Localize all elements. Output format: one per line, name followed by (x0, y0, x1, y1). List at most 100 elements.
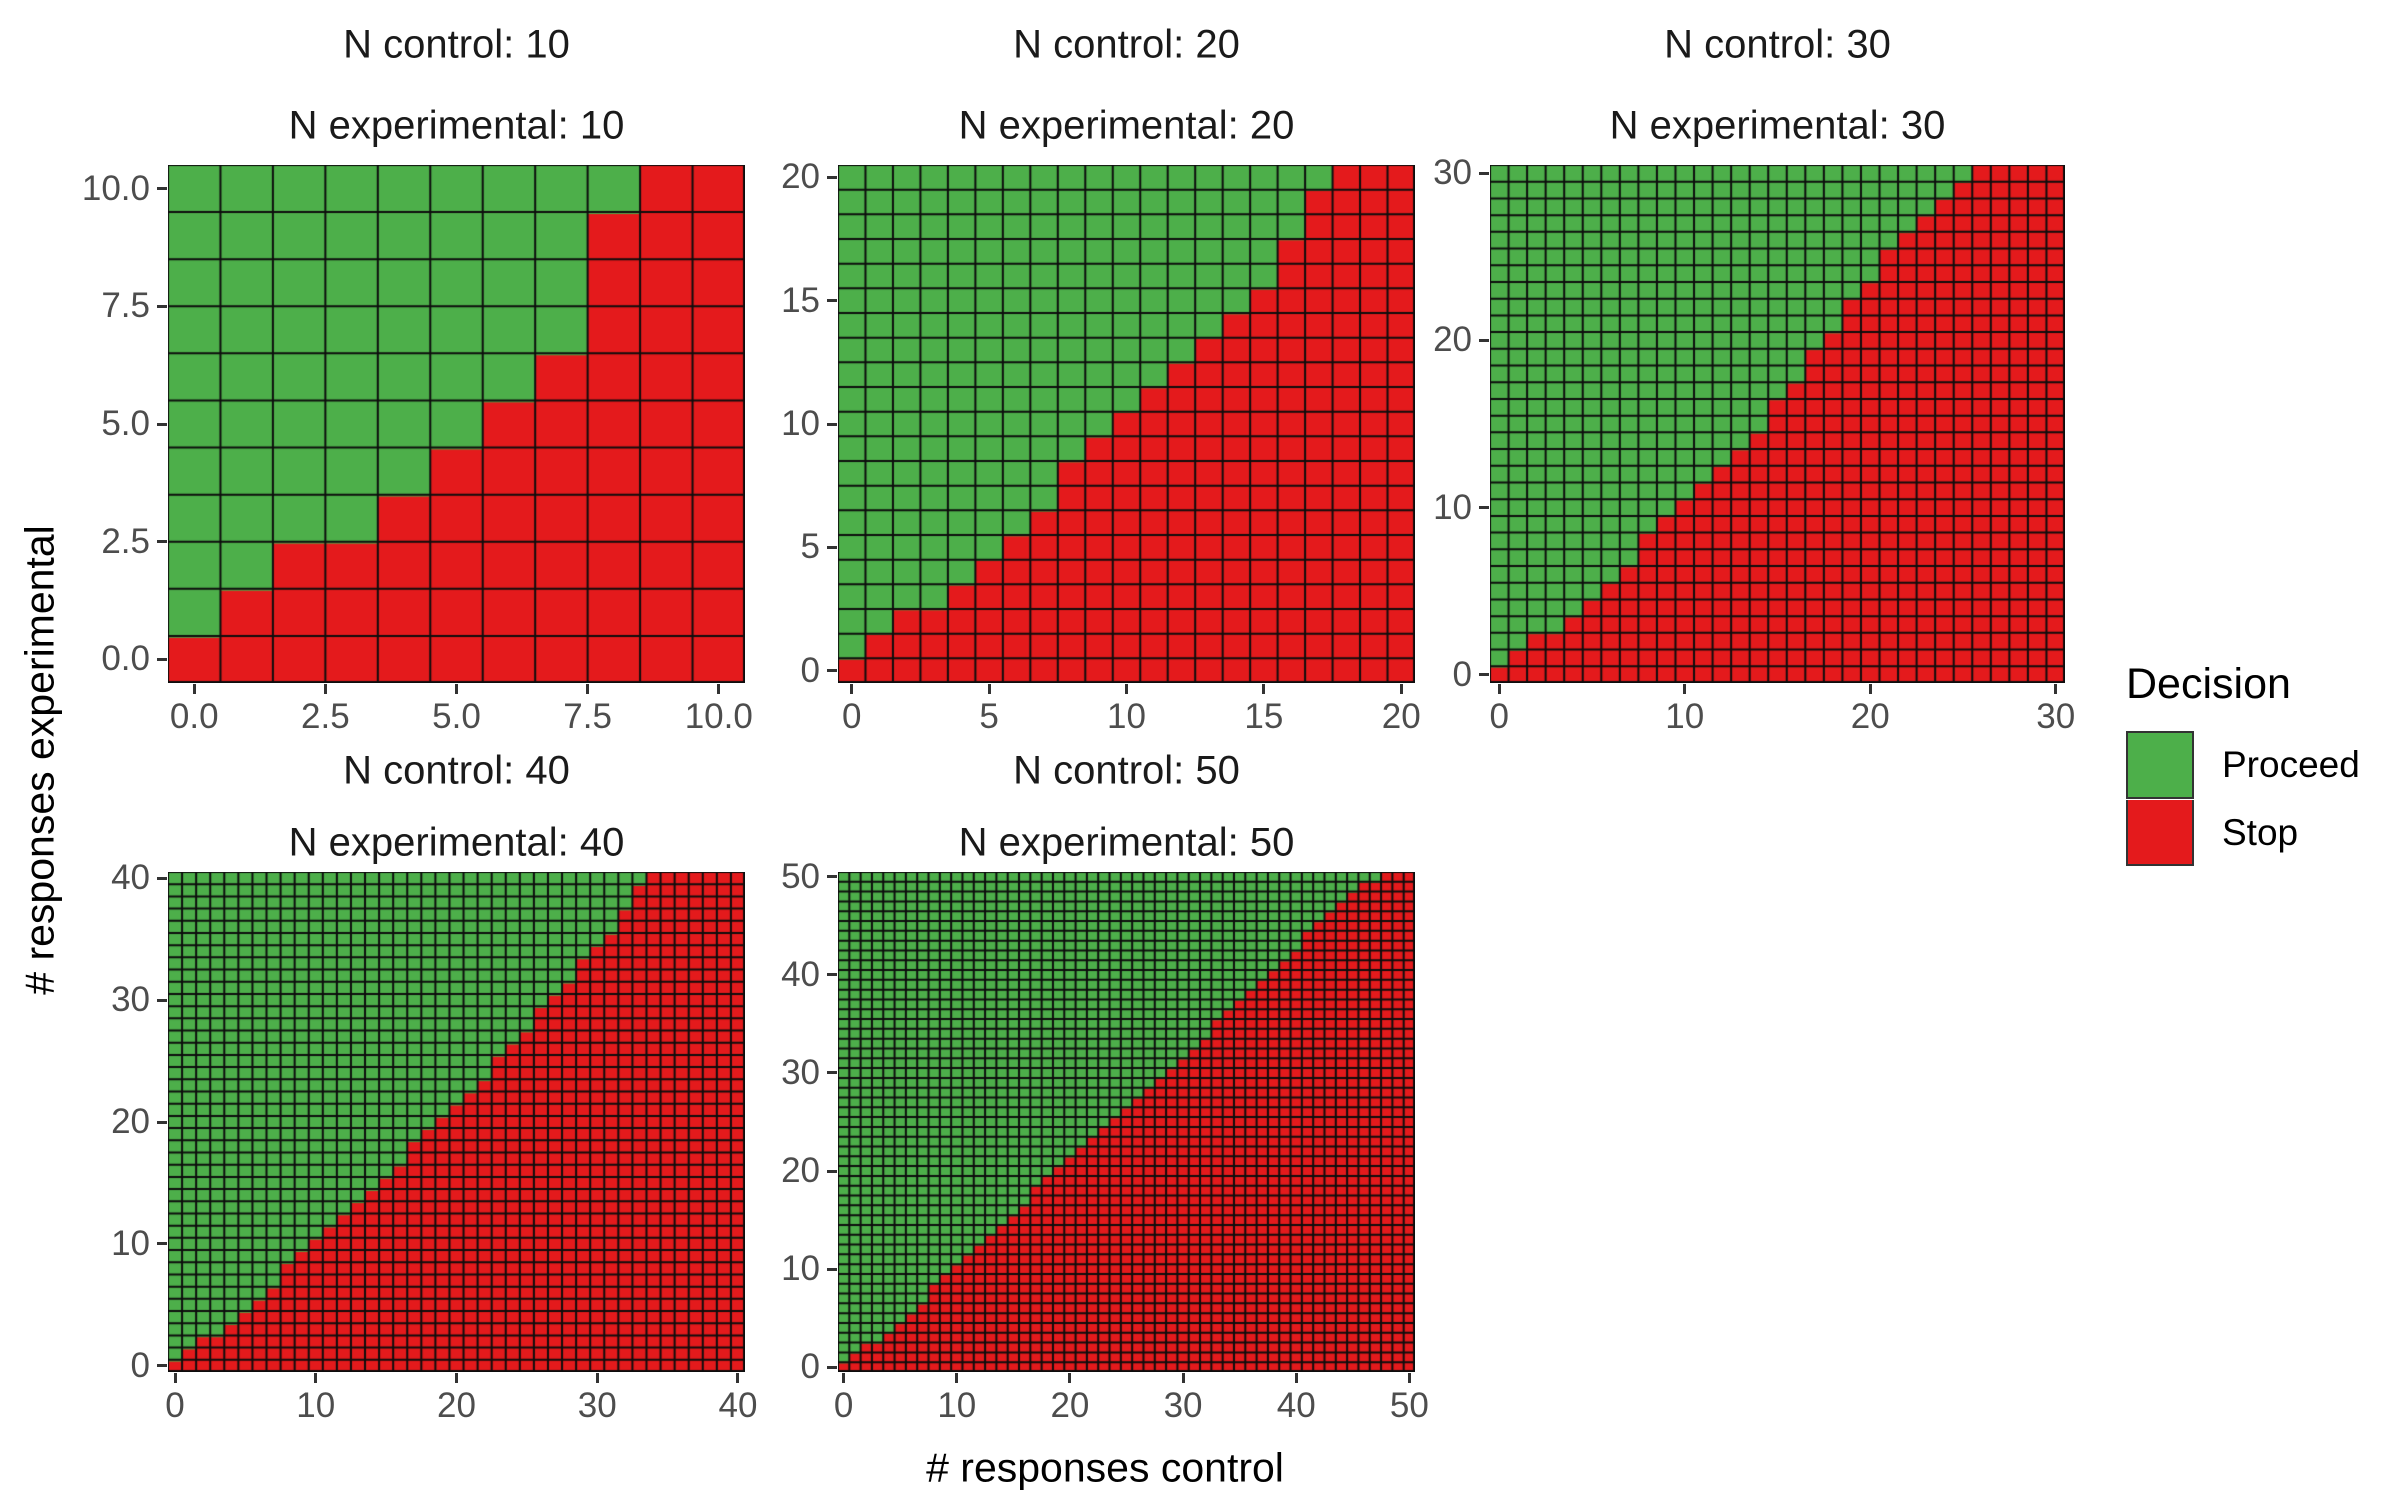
strip-n-experimental: N experimental: 50 (958, 820, 1295, 865)
y-tick-label: 5 (800, 527, 820, 567)
x-tick-label: 30 (577, 1386, 617, 1425)
proceed-color-swatch (2126, 731, 2194, 799)
y-tick-mark (157, 998, 167, 1002)
legend-title: Decision (2126, 660, 2291, 708)
legend-label-proceed: Proceed (2222, 744, 2360, 785)
y-tick-label: 15 (781, 280, 820, 320)
y-axis-title: # responses experimental (16, 525, 63, 995)
x-tick-mark (987, 684, 991, 694)
x-tick-label: 5 (979, 697, 999, 736)
decision-tile-panel (1490, 165, 2065, 683)
x-tick-mark (1399, 684, 1403, 694)
y-tick-mark (827, 1071, 837, 1075)
x-tick-label: 10 (1665, 697, 1705, 736)
y-tick-label: 20 (1433, 320, 1472, 360)
y-tick-label: 7.5 (101, 286, 150, 326)
y-tick-mark (157, 304, 167, 308)
y-tick-label: 0.0 (101, 639, 150, 679)
x-tick-mark (586, 684, 590, 694)
x-tick-mark (1683, 684, 1687, 694)
x-tick-label: 0 (842, 697, 862, 736)
x-tick-mark (1497, 684, 1501, 694)
x-tick-mark (955, 1373, 959, 1383)
y-tick-mark (157, 1364, 167, 1368)
y-tick-label: 40 (781, 954, 820, 994)
y-tick-mark (157, 187, 167, 191)
strip-n-experimental: N experimental: 30 (1609, 103, 1946, 148)
y-tick-mark (157, 1120, 167, 1124)
legend-item-stop: Stop (2126, 799, 2360, 867)
x-tick-label: 0 (1489, 697, 1509, 736)
x-tick-label: 0 (833, 1386, 854, 1425)
y-tick-mark (157, 657, 167, 661)
decision-tile-panel (838, 872, 1415, 1372)
x-tick-label: 20 (1050, 1386, 1090, 1425)
y-tick-label: 10 (781, 1249, 820, 1289)
x-tick-mark (595, 1373, 599, 1383)
x-tick-mark (192, 684, 196, 694)
decision-tile-panel (838, 165, 1415, 683)
x-tick-mark (455, 1373, 458, 1383)
x-tick-label: 2.5 (301, 697, 350, 736)
x-tick-label: 20 (1381, 697, 1421, 736)
y-tick-label: 40 (111, 858, 150, 898)
x-tick-mark (2054, 684, 2058, 694)
x-tick-label: 15 (1244, 697, 1284, 736)
y-tick-label: 50 (781, 856, 820, 896)
x-tick-label: 0 (165, 1386, 185, 1425)
legend: Decision Proceed Stop (2126, 660, 2360, 867)
x-tick-label: 10.0 (684, 697, 753, 736)
y-tick-mark (157, 540, 167, 544)
y-tick-label: 30 (1433, 153, 1472, 193)
x-tick-mark (850, 684, 854, 694)
y-tick-label: 20 (781, 157, 820, 197)
strip-n-control: N control: 30 (1664, 22, 1891, 67)
y-tick-label: 2.5 (101, 521, 150, 561)
strip-n-control: N control: 50 (1013, 748, 1240, 793)
strip-n-experimental: N experimental: 20 (958, 103, 1295, 148)
strip-n-control: N control: 40 (343, 748, 570, 793)
strip-n-experimental: N experimental: 40 (288, 820, 625, 865)
y-tick-mark (827, 422, 837, 426)
y-tick-mark (1479, 673, 1489, 677)
legend-label-stop: Stop (2222, 812, 2299, 853)
x-tick-label: 40 (1276, 1386, 1316, 1425)
y-tick-label: 20 (111, 1102, 150, 1141)
y-tick-mark (1479, 338, 1489, 342)
x-tick-label: 10 (296, 1386, 336, 1425)
y-tick-mark (827, 175, 837, 179)
y-tick-label: 5.0 (101, 404, 150, 443)
y-tick-label: 30 (111, 980, 150, 1020)
x-tick-mark (717, 684, 721, 694)
strip-n-control: N control: 10 (343, 22, 570, 67)
x-tick-label: 10 (1107, 697, 1146, 736)
y-tick-label: 0 (1452, 654, 1472, 694)
x-tick-mark (1181, 1373, 1185, 1383)
x-tick-mark (323, 684, 327, 694)
x-tick-label: 30 (1163, 1386, 1203, 1425)
x-tick-mark (1068, 1373, 1072, 1383)
y-tick-mark (157, 876, 167, 880)
x-tick-mark (736, 1373, 740, 1383)
y-tick-label: 10 (781, 404, 820, 443)
y-tick-label: 0 (130, 1345, 150, 1385)
x-tick-mark (1294, 1373, 1298, 1383)
y-tick-mark (827, 1365, 837, 1369)
x-tick-mark (455, 684, 458, 694)
x-tick-mark (1407, 1373, 1411, 1383)
y-tick-label: 30 (781, 1052, 820, 1092)
y-tick-label: 10 (1433, 487, 1472, 527)
x-tick-label: 0.0 (169, 697, 219, 736)
y-tick-mark (1479, 171, 1489, 175)
y-tick-mark (827, 1169, 837, 1173)
strip-n-experimental: N experimental: 10 (288, 103, 625, 148)
y-tick-mark (827, 875, 837, 879)
y-tick-mark (827, 1267, 837, 1271)
y-tick-label: 10.0 (81, 168, 150, 208)
x-tick-label: 30 (2036, 697, 2076, 736)
x-tick-mark (1125, 684, 1128, 694)
x-tick-mark (173, 1373, 177, 1383)
y-tick-label: 20 (781, 1151, 820, 1191)
y-tick-label: 0 (800, 650, 820, 690)
